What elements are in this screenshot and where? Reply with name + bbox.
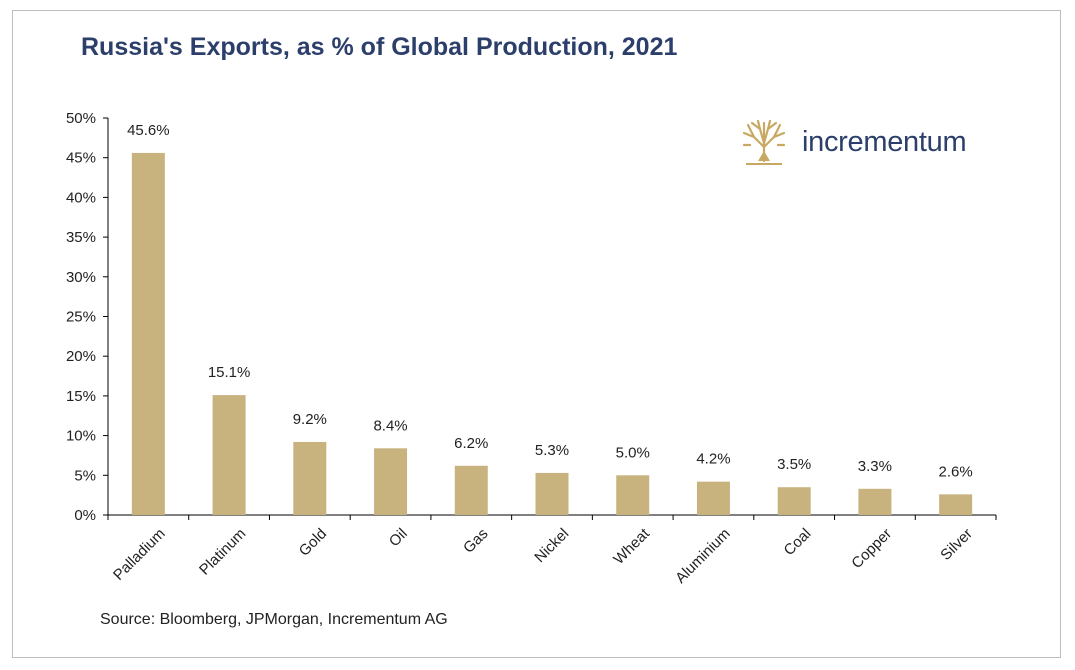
bar-coal (777, 487, 811, 515)
tree-icon (742, 119, 786, 165)
bar-gas (454, 465, 488, 515)
data-label-platinum: 15.1% (208, 364, 251, 381)
chart-title: Russia's Exports, as % of Global Product… (81, 33, 678, 61)
category-label-nickel: Nickel (531, 525, 572, 566)
data-label-nickel: 5.3% (535, 442, 569, 459)
category-label-gas: Gas (460, 525, 491, 556)
bar-nickel (535, 472, 569, 515)
y-tick-label: 25% (66, 309, 96, 326)
brand-name: incrementum (802, 125, 967, 158)
category-label-silver: Silver (937, 525, 976, 564)
data-label-silver: 2.6% (939, 463, 973, 480)
data-label-palladium: 45.6% (127, 122, 170, 139)
data-labels: 45.6% 15.1% 9.2% 8.4% 6.2% 5.3% 5.0% 4.2% 3.5% 3.… (127, 122, 973, 480)
data-label-gas: 6.2% (454, 435, 488, 452)
y-tick-label: 35% (66, 229, 96, 246)
category-label-wheat: Wheat (610, 525, 653, 568)
y-tick-label: 40% (66, 189, 96, 206)
category-label-aluminium: Aluminium (672, 525, 734, 587)
data-label-coal: 3.5% (777, 456, 811, 473)
category-label-palladium: Palladium (110, 525, 169, 584)
data-label-wheat: 5.0% (616, 444, 650, 461)
bar-aluminium (696, 481, 730, 515)
y-tick-label: 20% (66, 348, 96, 365)
chart-frame (12, 10, 1061, 658)
data-label-aluminium: 4.2% (696, 451, 730, 468)
bar-copper (858, 488, 892, 515)
category-label-copper: Copper (848, 525, 895, 572)
brand-logo: incrementum (740, 116, 967, 168)
data-label-copper: 3.3% (858, 458, 892, 475)
data-label-oil: 8.4% (373, 417, 407, 434)
bar-palladium (131, 152, 165, 515)
y-tick-label: 15% (66, 388, 96, 405)
bar-platinum (212, 395, 246, 515)
data-label-gold: 9.2% (293, 411, 327, 428)
category-label-platinum: Platinum (196, 525, 249, 578)
y-tick-label: 30% (66, 269, 96, 286)
bars (131, 152, 973, 515)
bar-gold (293, 441, 327, 515)
bar-silver (939, 494, 973, 515)
category-label-gold: Gold (296, 525, 330, 559)
bar-wheat (616, 475, 650, 515)
source-note: Source: Bloomberg, JPMorgan, Incrementum… (100, 611, 448, 628)
axes: 0% 5% 10% 15% 20% 25% 30% 35% 40% 45% 50% (66, 110, 997, 524)
category-labels: Palladium Platinum Gold Oil Gas Nickel Wheat Al… (110, 525, 976, 587)
y-tick-label: 50% (66, 110, 96, 127)
y-tick-label: 5% (74, 467, 96, 484)
y-tick-label: 0% (74, 507, 96, 524)
category-label-oil: Oil (386, 525, 411, 550)
category-label-coal: Coal (781, 525, 815, 559)
bar-oil (374, 448, 408, 515)
y-tick-label: 45% (66, 150, 96, 167)
y-tick-label: 10% (66, 428, 96, 445)
